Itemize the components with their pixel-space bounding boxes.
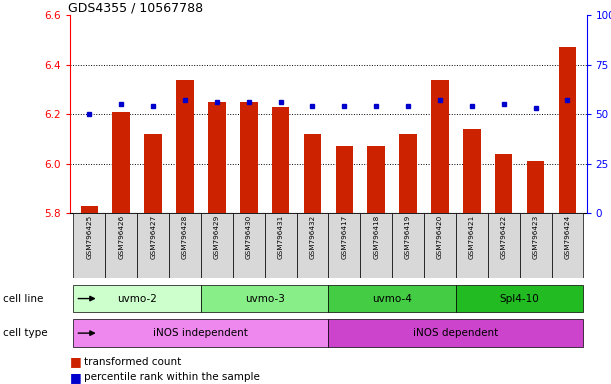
Text: GSM796427: GSM796427 [150,215,156,259]
Bar [144,134,162,213]
Bar [169,213,201,278]
Bar [304,134,321,213]
Text: GSM796425: GSM796425 [86,215,92,259]
Bar [265,213,296,278]
Bar [176,79,194,213]
Bar [112,112,130,213]
Bar [456,213,488,278]
Bar [208,102,225,213]
Bar [400,134,417,213]
Bar [329,319,584,347]
Bar [463,129,481,213]
Bar [360,213,392,278]
Bar [424,213,456,278]
Text: GSM796431: GSM796431 [277,215,284,259]
Bar [272,107,290,213]
Text: iNOS independent: iNOS independent [153,328,248,338]
Bar [73,213,105,278]
Bar [329,285,456,313]
Bar [367,146,385,213]
Bar [335,146,353,213]
Bar [240,102,257,213]
Text: GSM796420: GSM796420 [437,215,443,259]
Text: ■: ■ [70,371,82,384]
Text: GSM796421: GSM796421 [469,215,475,259]
Text: GSM796428: GSM796428 [182,215,188,259]
Bar [137,213,169,278]
Text: GSM796429: GSM796429 [214,215,220,259]
Bar [201,285,329,313]
Text: GSM796426: GSM796426 [119,215,124,259]
Text: GDS4355 / 10567788: GDS4355 / 10567788 [68,1,203,14]
Bar [329,213,360,278]
Bar [81,206,98,213]
Text: uvmo-2: uvmo-2 [117,293,157,304]
Text: GSM796423: GSM796423 [533,215,538,259]
Text: uvmo-4: uvmo-4 [372,293,412,304]
Text: uvmo-3: uvmo-3 [245,293,285,304]
Text: percentile rank within the sample: percentile rank within the sample [84,372,260,382]
Text: cell line: cell line [3,293,43,304]
Bar [488,213,519,278]
Bar [431,79,448,213]
Text: GSM796422: GSM796422 [500,215,507,259]
Bar [495,154,513,213]
Text: GSM796432: GSM796432 [310,215,315,259]
Text: GSM796419: GSM796419 [405,215,411,259]
Text: GSM796430: GSM796430 [246,215,252,259]
Bar [296,213,329,278]
Bar [519,213,552,278]
Bar [105,213,137,278]
Text: GSM796418: GSM796418 [373,215,379,259]
Bar [552,213,584,278]
Bar [456,285,584,313]
Text: iNOS dependent: iNOS dependent [413,328,499,338]
Bar [73,319,329,347]
Bar [73,285,201,313]
Bar [558,48,576,213]
Bar [201,213,233,278]
Text: Spl4-10: Spl4-10 [500,293,540,304]
Bar [392,213,424,278]
Text: ■: ■ [70,355,82,368]
Bar [527,161,544,213]
Text: GSM796417: GSM796417 [342,215,347,259]
Text: transformed count: transformed count [84,357,181,367]
Bar [233,213,265,278]
Text: cell type: cell type [3,328,48,338]
Text: GSM796424: GSM796424 [565,215,571,259]
